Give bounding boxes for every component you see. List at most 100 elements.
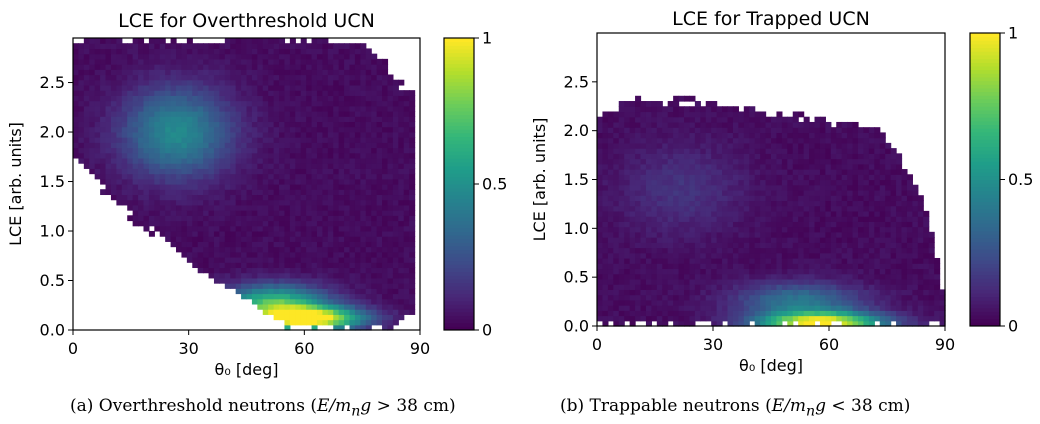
heatmap-bin [705,121,712,128]
heatmap-bin [148,168,155,175]
heatmap-bin [344,199,351,206]
heatmap-bin [613,189,620,196]
heatmap-bin [116,152,123,159]
heatmap-bin [787,132,794,139]
heatmap-bin [732,237,739,243]
heatmap-bin [409,267,416,274]
heatmap-bin [138,74,145,81]
heatmap-bin [771,216,778,222]
heatmap-bin [732,116,739,123]
heatmap-bin [830,237,837,243]
heatmap-bin [192,69,199,76]
heatmap-bin [365,324,372,331]
heatmap-bin [602,237,609,243]
heatmap-bin [651,111,658,118]
heatmap-bin [787,200,794,207]
heatmap-bin [371,79,378,86]
heatmap-bin [776,305,783,311]
heatmap-bin [705,231,712,238]
heatmap-bin [170,43,177,50]
heatmap-bin [311,105,318,112]
heatmap-bin [360,126,367,133]
heatmap-bin [148,184,155,190]
heatmap-bin [284,137,291,143]
heatmap-bin [295,48,302,55]
heatmap-bin [165,225,172,232]
heatmap-bin [230,105,237,112]
heatmap-bin [300,43,307,50]
heatmap-bin [392,95,399,102]
heatmap-bin [678,200,685,207]
heatmap-bin [798,226,805,233]
heatmap-bin [760,132,767,139]
heatmap-bin [230,58,237,65]
heatmap-bin [798,299,805,306]
heatmap-bin [360,137,367,143]
heatmap-bin [678,252,685,259]
heatmap-bin [694,216,701,222]
heatmap-bin [246,38,253,44]
heatmap-bin [110,38,117,44]
heatmap-bin [138,173,145,180]
heatmap-bin [268,288,275,295]
heatmap-bin [262,199,269,206]
heatmap-bin [382,236,389,242]
colorbar-step [444,311,474,316]
heatmap-bin [354,116,361,123]
heatmap-bin [354,53,361,60]
heatmap-bin [749,111,756,118]
heatmap-bin [819,273,826,280]
heatmap-bin [289,147,296,154]
heatmap-bin [316,309,323,315]
heatmap-bin [781,142,788,149]
heatmap-bin [727,221,734,228]
heatmap-bin [787,237,794,243]
heatmap-bin [181,95,188,102]
heatmap-bin [678,163,685,170]
heatmap-bin [618,210,625,217]
heatmap-bin [148,48,155,55]
heatmap-bin [165,90,172,96]
heatmap-bin [841,242,848,249]
heatmap-bin [819,289,826,296]
heatmap-bin [673,273,680,280]
heatmap-bin [132,220,139,227]
heatmap-bin [268,293,275,300]
heatmap-bin [213,272,220,279]
heatmap-bin [694,200,701,207]
heatmap-bin [863,257,870,264]
heatmap-bin [409,157,416,164]
heatmap-bin [618,268,625,275]
heatmap-bin [235,100,242,107]
heatmap-bin [667,284,674,290]
heatmap-bin [743,278,750,285]
heatmap-bin [165,64,172,70]
heatmap-bin [618,263,625,270]
heatmap-bin [618,205,625,212]
heatmap-bin [89,163,96,169]
heatmap-bin [311,241,318,248]
heatmap-bin [371,168,378,175]
heatmap-bin [338,210,345,216]
heatmap-bin [738,169,745,175]
heatmap-bin [349,272,356,279]
heatmap-bin [613,137,620,144]
heatmap-bin [289,194,296,201]
colorbar-step [444,89,474,94]
heatmap-bin [754,142,761,149]
heatmap-bin [127,69,134,76]
heatmap-bin [629,200,636,207]
heatmap-bin [354,58,361,65]
heatmap-bin [678,278,685,285]
heatmap-bin [387,246,394,253]
heatmap-bin [241,272,248,279]
heatmap-bin [792,163,799,170]
heatmap-bin [241,43,248,50]
heatmap-bin [284,178,291,185]
heatmap-bin [235,215,242,222]
heatmap-bin [100,142,107,149]
heatmap-bin [694,242,701,249]
heatmap-bin [251,126,258,133]
heatmap-bin [94,74,101,81]
